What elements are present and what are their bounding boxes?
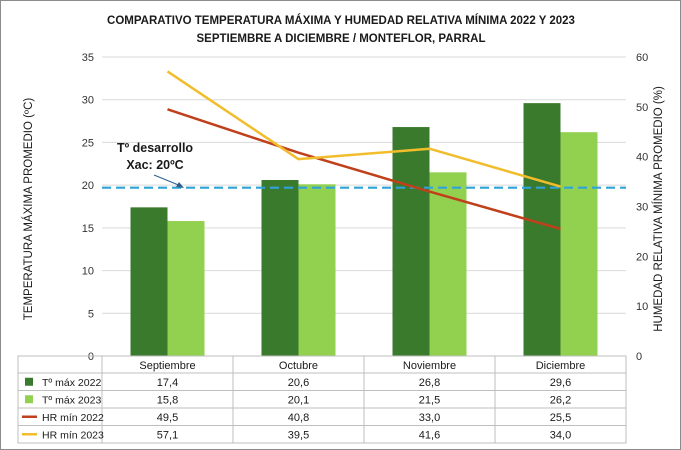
x-tick-label: Noviembre: [403, 360, 456, 372]
table-cell: 39,5: [288, 429, 309, 441]
chart-title-line2: SEPTIEMBRE A DICIEMBRE / MONTEFLOR, PARR…: [197, 33, 486, 45]
annotation-line1: Tº desarrollo: [117, 141, 193, 155]
left-tick-label: 0: [88, 351, 94, 363]
x-tick-label: Septiembre: [139, 360, 195, 372]
line-series: [166, 70, 561, 231]
table-cell: 29,6: [550, 377, 571, 389]
legend-label: HR mín 2023: [42, 429, 104, 441]
table-cell: 40,8: [288, 412, 309, 424]
legend-swatch: [25, 377, 33, 386]
bar-t-m-x-2023-1: [298, 184, 336, 356]
table-cell: 49,5: [157, 412, 178, 424]
right-tick-label: 0: [636, 351, 642, 363]
right-tick-label: 40: [636, 152, 648, 164]
annotation-arrowhead: [176, 182, 184, 188]
bar-t-m-x-2022-2: [392, 127, 430, 357]
legend-label: Tº máx 2023: [42, 394, 101, 406]
left-tick-label: 35: [82, 52, 94, 64]
x-tick-label: Octubre: [279, 360, 318, 372]
left-tick-label: 25: [82, 137, 94, 149]
bar-t-m-x-2023-0: [167, 221, 205, 356]
left-axis-ticks: 0 5 10 15 20 25 30 35: [82, 52, 94, 363]
table-cell: 20,6: [288, 377, 309, 389]
line-hr-m-n-2023: [166, 70, 561, 188]
right-tick-label: 20: [636, 251, 648, 263]
right-axis-ticks: 0 10 20 30 40 50 60: [636, 52, 648, 363]
data-table: Septiembre Octubre Noviembre Diciembre Tº má…: [17, 355, 627, 444]
line-hr-m-n-2022: [167, 108, 561, 231]
left-tick-label: 15: [82, 223, 94, 235]
left-tick-label: 10: [82, 266, 94, 278]
legend-label: HR mín 2022: [42, 412, 104, 424]
annotation-arrow: [153, 174, 182, 187]
table-cell: 21,5: [419, 394, 440, 406]
legend-label: Tº máx 2022: [42, 377, 101, 389]
table-cell: 57,1: [157, 429, 178, 441]
left-tick-label: 20: [82, 180, 94, 192]
table-cell: 33,0: [419, 412, 440, 424]
bar-t-m-x-2022-3: [523, 103, 561, 356]
bar-t-m-x-2022-0: [130, 207, 168, 356]
table-cell: 15,8: [157, 394, 178, 406]
legend-swatch: [25, 395, 33, 404]
y-axis-label-left: TEMPERATURA MÁXIMA PROMEDIO (ºC): [22, 98, 35, 321]
table-cell: 20,1: [288, 394, 309, 406]
annotation-line2: Xac: 20ºC: [126, 158, 183, 172]
x-tick-label: Diciembre: [536, 360, 586, 372]
left-tick-label: 30: [82, 95, 94, 107]
bar-t-m-x-2023-3: [560, 132, 598, 356]
y-axis-label-right: HUMEDAD RELATIVA MÍNIMA PROMEDIO (%): [652, 86, 665, 332]
right-tick-label: 50: [636, 102, 648, 114]
table-cell: 25,5: [550, 412, 571, 424]
bar-series: [130, 103, 598, 357]
table-cell: 17,4: [157, 377, 178, 389]
left-tick-label: 5: [88, 308, 94, 320]
right-tick-label: 30: [636, 202, 648, 214]
table-cell: 26,8: [419, 377, 440, 389]
table-cell: 41,6: [419, 429, 440, 441]
bar-t-m-x-2022-1: [261, 180, 299, 356]
right-tick-label: 10: [636, 301, 648, 313]
chart-title-line1: COMPARATIVO TEMPERATURA MÁXIMA Y HUMEDAD…: [107, 14, 575, 27]
right-tick-label: 60: [636, 52, 648, 64]
table-cell: 34,0: [550, 429, 571, 441]
bar-t-m-x-2023-2: [429, 172, 467, 356]
table-cell: 26,2: [550, 394, 571, 406]
